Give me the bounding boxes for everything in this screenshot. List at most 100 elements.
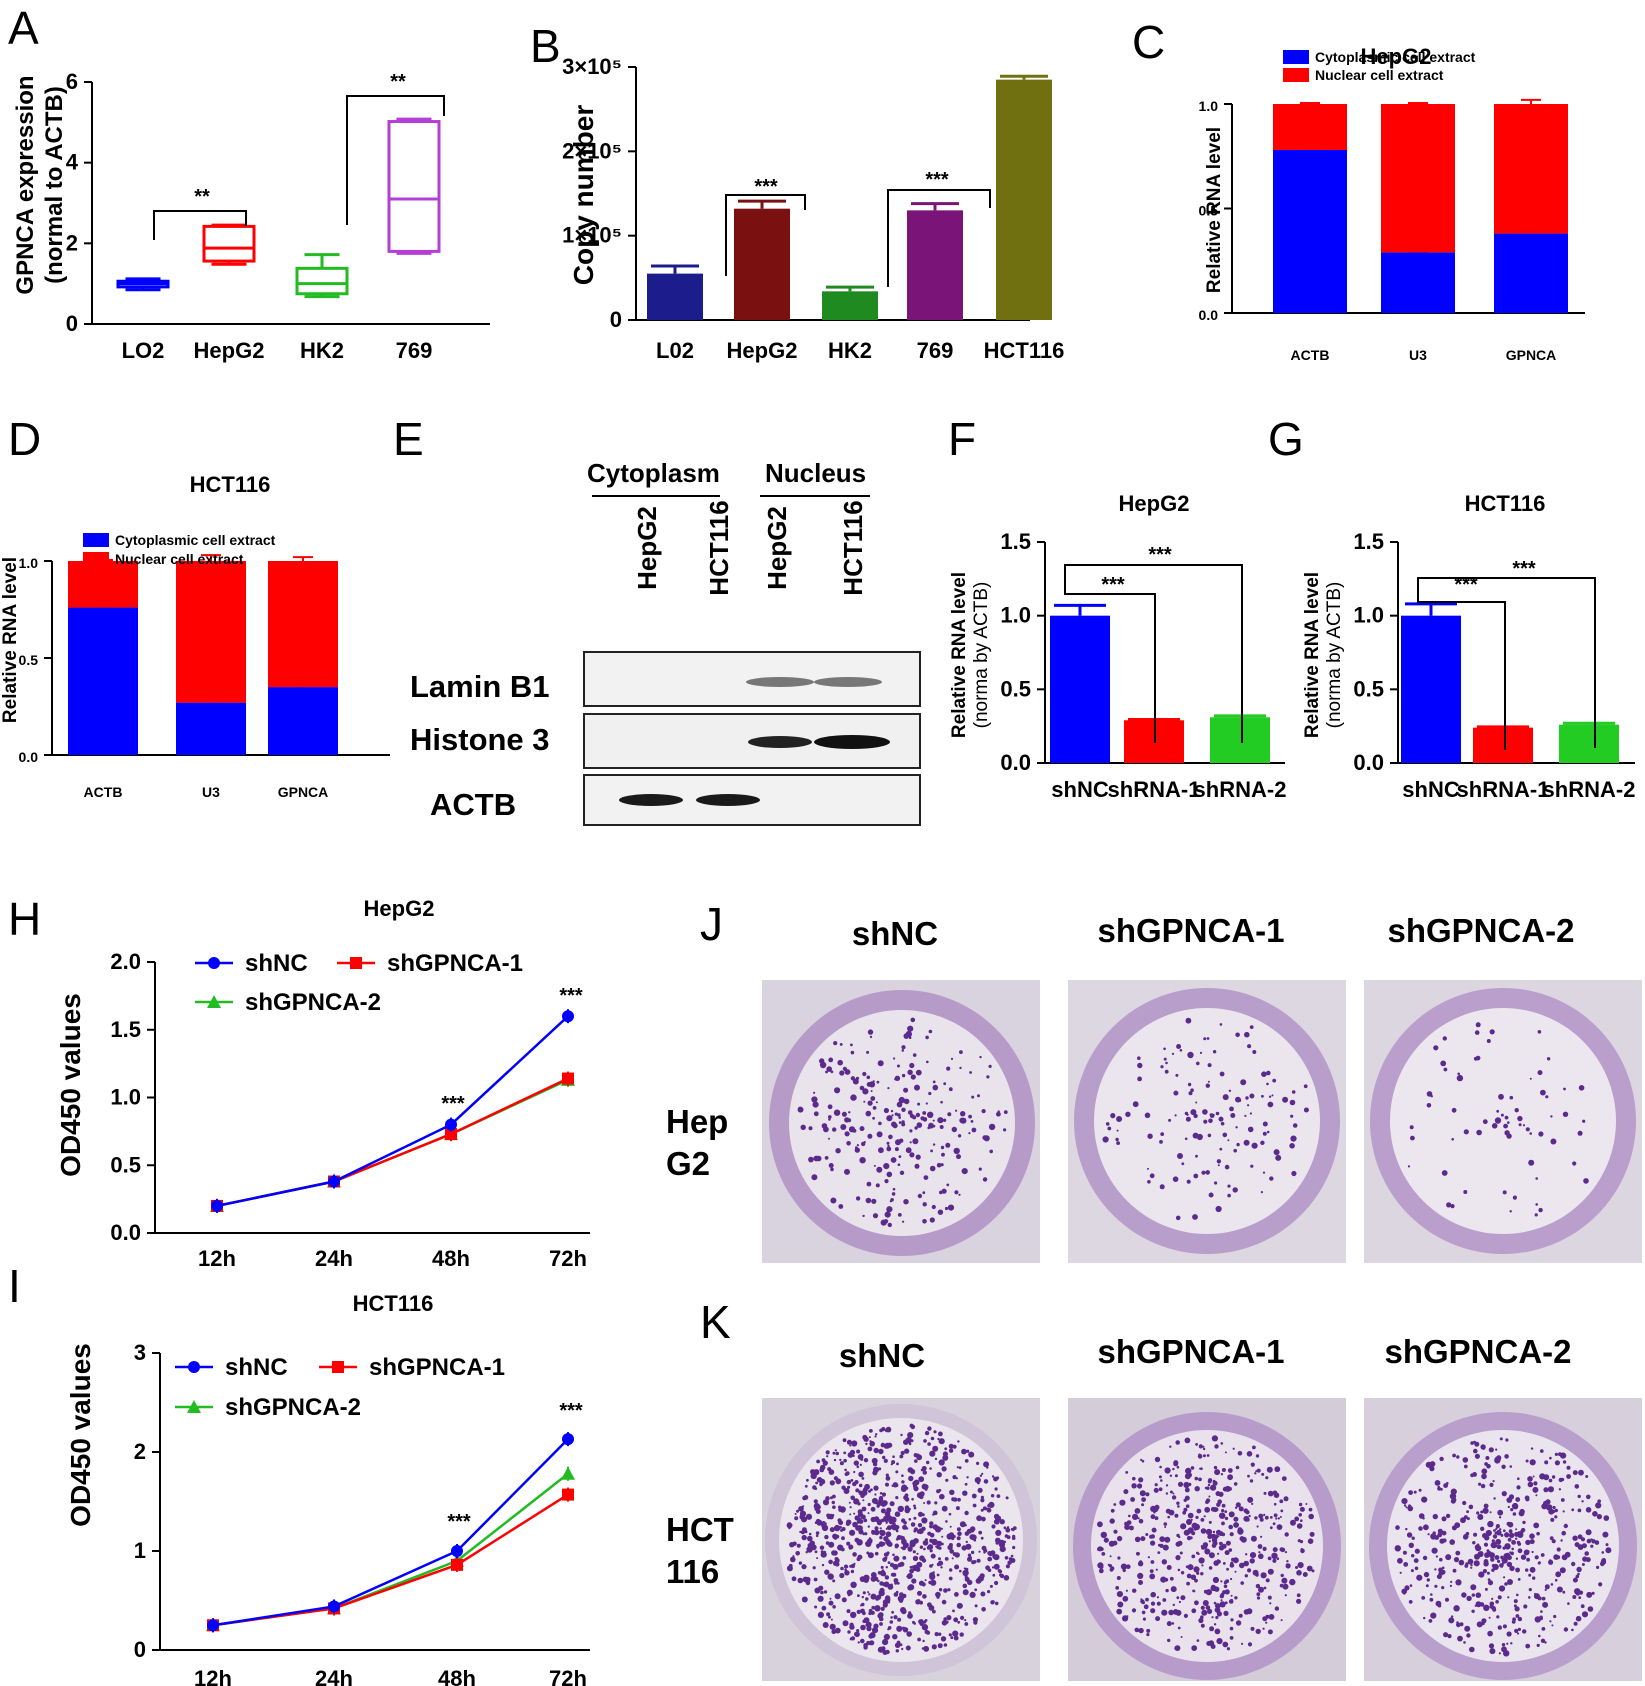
- colony-dot: [1163, 1522, 1168, 1526]
- colony-dot: [976, 1461, 980, 1465]
- colony-dot: [1216, 1159, 1222, 1164]
- colony-dot: [1272, 1078, 1277, 1083]
- colony-dot: [1138, 1518, 1144, 1524]
- colony-dot: [1237, 1451, 1243, 1456]
- colony-dot: [1433, 1045, 1439, 1051]
- colony-dot: [1572, 1470, 1578, 1476]
- colony-dot: [829, 1597, 832, 1600]
- colony-dot: [1441, 1586, 1445, 1590]
- colony-dot: [868, 1611, 872, 1616]
- colony-dot: [1502, 1624, 1507, 1629]
- colony-dot: [1529, 1132, 1532, 1135]
- colony-dot: [1213, 1601, 1217, 1605]
- j-colonies: [797, 1017, 1589, 1228]
- colony-dot: [1154, 1516, 1159, 1521]
- colony-dot: [822, 1459, 826, 1462]
- colony-dot: [826, 1455, 829, 1458]
- colony-dot: [1430, 1593, 1433, 1596]
- i-sig-72h: ***: [559, 1400, 583, 1422]
- colony-dot: [884, 1556, 888, 1560]
- d-legend-swatch: [83, 533, 109, 547]
- colony-dot: [1238, 1506, 1244, 1512]
- colony-dot: [931, 1644, 937, 1650]
- g-xtick-label: shNC: [1402, 777, 1460, 802]
- colony-dot: [929, 1217, 935, 1223]
- colony-dot: [1003, 1110, 1008, 1114]
- d-legend-swatch: [83, 552, 109, 566]
- colony-dot: [919, 1600, 922, 1604]
- colony-dot: [814, 1587, 821, 1594]
- colony-dot: [889, 1620, 894, 1624]
- i-ytick-label: 2: [134, 1439, 146, 1464]
- colony-dot: [1571, 1508, 1575, 1512]
- colony-dot: [873, 1485, 879, 1491]
- colony-dot: [932, 1124, 936, 1128]
- j-row-1: Hep: [666, 1103, 728, 1140]
- colony-dot: [850, 1495, 855, 1501]
- colony-dot: [1179, 1049, 1183, 1052]
- colony-dot: [1261, 1472, 1265, 1476]
- colony-dot: [792, 1541, 797, 1546]
- f-title: HepG2: [1119, 491, 1190, 516]
- colony-dot: [1217, 1164, 1220, 1167]
- colony-dot: [825, 1541, 830, 1545]
- colony-dot: [870, 1593, 877, 1600]
- colony-dot: [879, 1535, 883, 1540]
- colony-dot: [1474, 1030, 1480, 1035]
- colony-dot: [960, 1117, 967, 1124]
- colony-dot: [901, 1049, 905, 1052]
- western-blot: Cytoplasm Nucleus HepG2 HCT116 HepG2 HCT…: [410, 458, 921, 826]
- colony-dot: [917, 1511, 924, 1517]
- colony-dot: [987, 1568, 992, 1572]
- colony-dot: [909, 1565, 913, 1569]
- colony-dot: [874, 1526, 879, 1531]
- colony-dot: [1113, 1529, 1118, 1534]
- colony-dot: [1575, 1574, 1580, 1579]
- colony-dot: [1515, 1528, 1518, 1531]
- colony-dot: [1196, 1061, 1200, 1066]
- colony-dot: [1190, 1466, 1195, 1470]
- colony-dot: [1489, 1648, 1496, 1655]
- colony-dot: [857, 1502, 861, 1506]
- colony-dot: [863, 1458, 869, 1463]
- colony-dot: [1236, 1142, 1240, 1147]
- colony-dot: [1540, 1638, 1546, 1644]
- colony-dot: [911, 1497, 914, 1501]
- colony-dot: [873, 1447, 879, 1454]
- colony-dot: [1517, 1115, 1523, 1122]
- colony-dot: [947, 1544, 953, 1551]
- k-col-1: shNC: [839, 1337, 925, 1374]
- i-point: [562, 1488, 574, 1501]
- colony-dot: [1534, 1555, 1539, 1560]
- colony-dot: [952, 1630, 959, 1637]
- colony-dot: [1591, 1591, 1595, 1595]
- colony-dot: [814, 1550, 818, 1554]
- colony-dot: [1540, 1610, 1543, 1613]
- colony-dot: [960, 1615, 965, 1620]
- colony-dot: [1173, 1460, 1179, 1466]
- colony-dot: [862, 1611, 866, 1616]
- colony-dot: [1200, 1615, 1204, 1619]
- colony-dot: [1440, 1487, 1443, 1491]
- colony-dot: [967, 1553, 972, 1557]
- colony-dot: [1261, 1094, 1264, 1098]
- colony-dot: [868, 1489, 871, 1493]
- colony-dot: [929, 1450, 936, 1457]
- colony-dot: [866, 1075, 871, 1080]
- i-legend-label: shGPNCA-1: [369, 1354, 505, 1381]
- colony-dot: [897, 1064, 900, 1068]
- a-box: [295, 266, 349, 296]
- colony-dot: [893, 1555, 900, 1562]
- colony-dot: [1214, 1469, 1221, 1476]
- colony-dot: [971, 1560, 976, 1565]
- colony-dot: [1575, 1591, 1580, 1596]
- colony-dot: [1150, 1514, 1156, 1520]
- colony-dot: [852, 1078, 859, 1085]
- colony-dot: [850, 1581, 857, 1589]
- colony-dot: [1172, 1176, 1179, 1182]
- colony-dot: [974, 1477, 981, 1484]
- colony-dot: [957, 1440, 960, 1443]
- colony-dot: [932, 1582, 936, 1586]
- colony-dot: [1105, 1122, 1110, 1126]
- colony-dot: [819, 1545, 825, 1550]
